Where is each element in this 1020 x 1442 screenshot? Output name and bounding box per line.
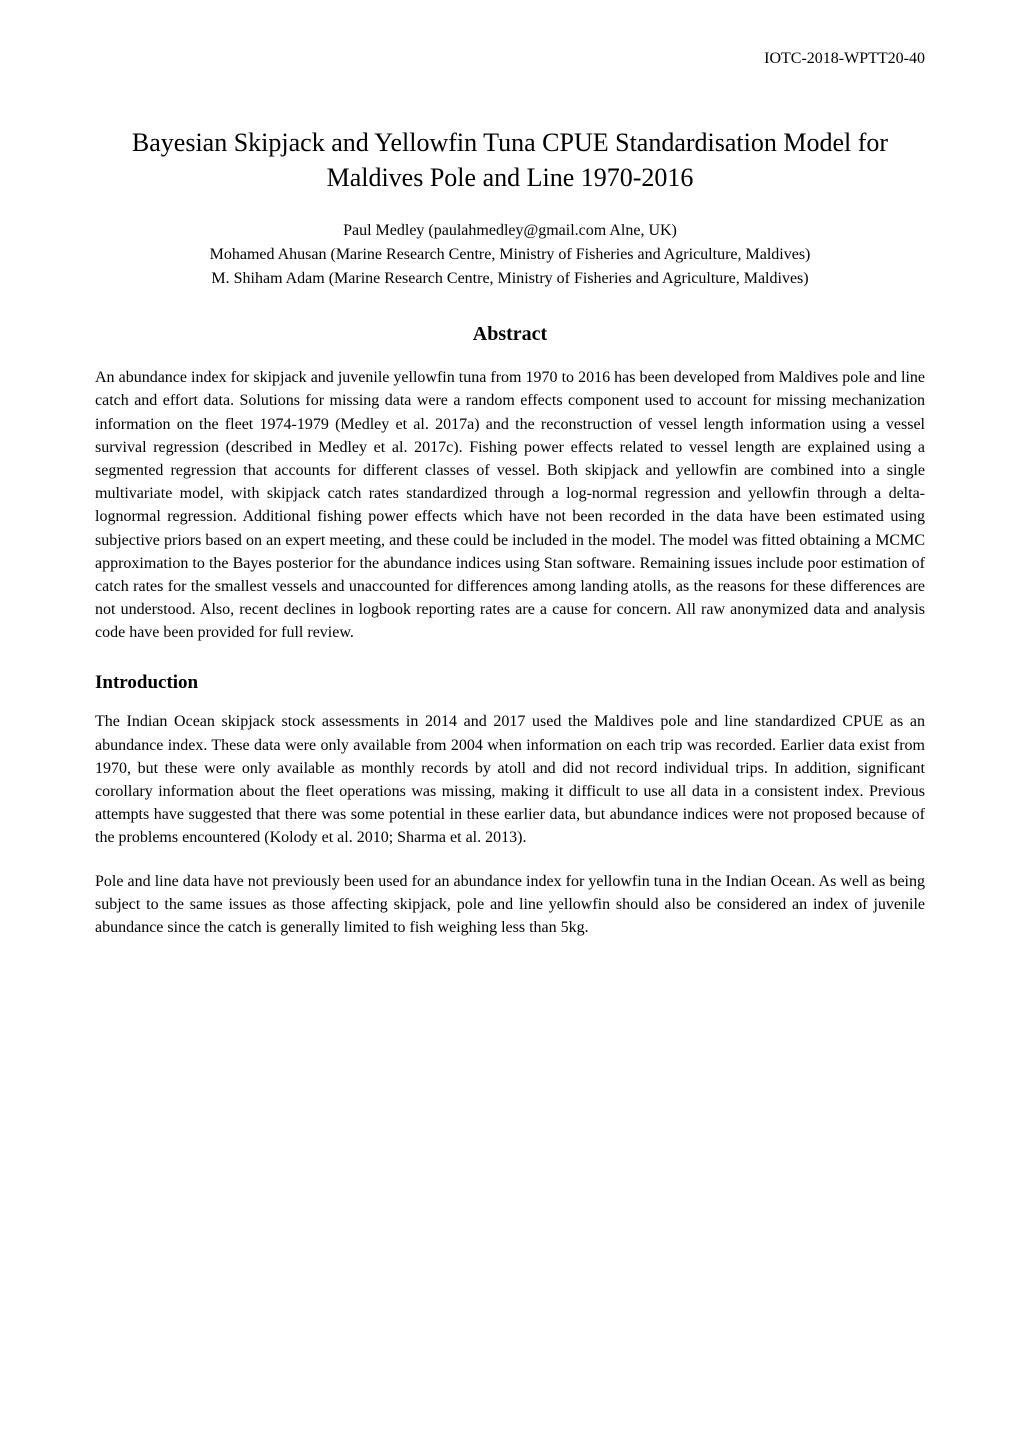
introduction-paragraph-1: The Indian Ocean skipjack stock assessme… [95, 710, 925, 849]
author-line-2: Mohamed Ahusan (Marine Research Centre, … [95, 243, 925, 267]
introduction-paragraph-2: Pole and line data have not previously b… [95, 870, 925, 940]
author-line-1: Paul Medley (paulahmedley@gmail.com Alne… [95, 219, 925, 243]
introduction-heading: Introduction [95, 672, 925, 694]
abstract-heading: Abstract [95, 323, 925, 346]
document-id: IOTC-2018-WPTT20-40 [764, 50, 925, 68]
author-line-3: M. Shiham Adam (Marine Research Centre, … [95, 267, 925, 291]
authors-block: Paul Medley (paulahmedley@gmail.com Alne… [95, 219, 925, 291]
abstract-body: An abundance index for skipjack and juve… [95, 366, 925, 644]
paper-title: Bayesian Skipjack and Yellowfin Tuna CPU… [95, 125, 925, 195]
